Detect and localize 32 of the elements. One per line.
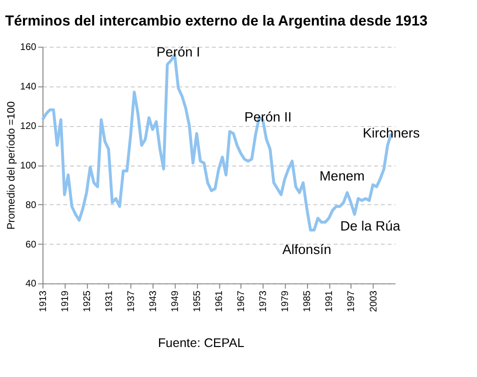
x-tick-label: 1925 — [82, 290, 93, 312]
x-tick-label: 1937 — [126, 290, 137, 312]
annotation: Alfonsín — [282, 242, 332, 258]
x-tick-label: 1919 — [60, 290, 71, 312]
y-tick-label: 120 — [20, 121, 36, 132]
x-tick-label: 1967 — [236, 290, 248, 312]
x-tick-label: 1949 — [170, 290, 182, 312]
x-tick-label: 1931 — [104, 290, 115, 312]
x-tick-label: 1985 — [302, 290, 314, 312]
x-tick-label: 1991 — [324, 290, 336, 312]
x-tick-label: 1955 — [192, 290, 204, 312]
x-tick-label: 1973 — [258, 290, 270, 312]
x-tick-label: 1961 — [214, 290, 226, 312]
y-tick-label: 140 — [20, 82, 36, 93]
chart-title: Términos del intercambio externo de la Argentina desde 1913 — [5, 14, 428, 30]
annotation: Perón I — [156, 44, 200, 60]
source-note: Fuente: CEPAL — [158, 336, 244, 350]
y-axis-title: Promedio del período =100 — [5, 101, 18, 230]
x-tick-label: 1943 — [148, 290, 160, 312]
y-tick-label: 160 — [20, 42, 36, 54]
y-tick-label: 100 — [20, 160, 36, 172]
x-tick-label: 2003 — [368, 290, 380, 312]
y-tick-label: 40 — [25, 278, 36, 290]
annotation: Perón II — [244, 110, 292, 125]
y-tick-label: 60 — [25, 239, 36, 250]
x-tick-label: 1979 — [280, 290, 292, 312]
annotation: De la Rúa — [340, 218, 401, 234]
annotation: Kirchners — [362, 125, 420, 140]
annotation: Menem — [320, 168, 365, 184]
x-tick-label: 1913 — [38, 290, 49, 312]
y-tick-label: 80 — [25, 200, 36, 211]
x-tick-label: 1997 — [346, 290, 358, 312]
